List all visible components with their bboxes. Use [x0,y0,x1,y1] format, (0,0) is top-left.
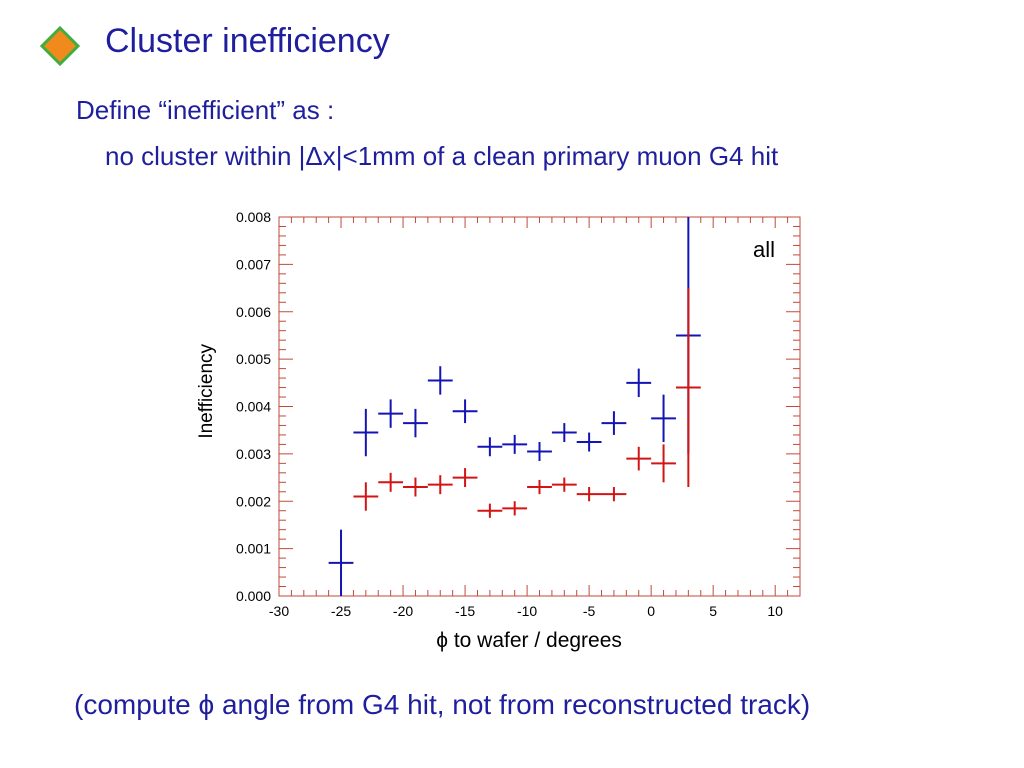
data-point [378,399,404,428]
data-point [626,368,652,398]
data-point [502,434,528,454]
x-tick-label: 0 [647,603,655,619]
x-tick-label: -25 [331,603,351,619]
slide-title: Cluster inefficiency [105,22,390,60]
series-2 [353,288,701,518]
data-point [527,479,552,495]
footer-note: (compute ϕ angle from G4 hit, not from r… [74,689,811,720]
definition-detail-line: no cluster within |Δx|<1mm of a clean pr… [105,141,779,171]
data-point [651,444,676,483]
data-point [328,529,354,596]
data-point [403,408,428,438]
axis-ticks [278,216,801,597]
x-tick-label: -10 [517,603,537,619]
definition-line: Define “inefficient” as : [76,95,335,125]
x-axis-label: ϕ to wafer / degrees [436,629,622,652]
data-point [378,472,404,492]
data-point [427,366,453,395]
series-1 [328,217,701,596]
x-tick-label: -30 [269,603,289,619]
y-tick-label: 0.002 [236,493,271,509]
diamond-bullet-icon [40,26,80,66]
data-point [502,501,528,516]
chart-annotation: all [753,237,775,262]
x-tick-label: -15 [455,603,475,619]
data-point [576,487,602,502]
data-point [551,423,577,443]
y-tick-label: 0.001 [236,541,271,557]
data-point [601,411,627,435]
data-point [626,446,652,471]
inefficiency-chart: -30 -25 -20 -15 -10 -5 0 5 10 0.000 0.001 0.002 0.00… [196,209,801,652]
y-tick-label: 0.006 [236,304,271,320]
data-point [601,487,627,502]
x-tick-label: 10 [767,603,783,619]
data-points [328,217,701,596]
data-point [477,437,503,457]
data-point [452,399,478,424]
x-tick-label: 5 [709,603,717,619]
data-point [576,432,602,452]
x-tick-label: -20 [393,603,413,619]
plot-frame [278,216,801,597]
data-point [427,475,453,495]
data-point [452,468,478,488]
data-point [675,288,701,488]
y-tick-label: 0.005 [236,351,271,367]
tick-labels: -30 -25 -20 -15 -10 -5 0 5 10 0.000 0.001 0.002 0.00… [236,209,783,619]
data-point [403,477,428,497]
y-tick-label: 0.004 [236,399,271,415]
y-tick-label: 0.003 [236,446,271,462]
y-tick-label: 0.000 [236,588,271,604]
data-point [527,442,552,461]
data-point [353,482,379,511]
y-tick-label: 0.007 [236,256,271,272]
data-point [551,477,577,492]
y-axis-label: Inefficiency [196,343,217,438]
data-point [353,408,379,457]
x-tick-label: -5 [583,603,596,619]
data-point [477,503,503,518]
y-tick-label: 0.008 [236,209,271,225]
data-point [651,394,676,443]
